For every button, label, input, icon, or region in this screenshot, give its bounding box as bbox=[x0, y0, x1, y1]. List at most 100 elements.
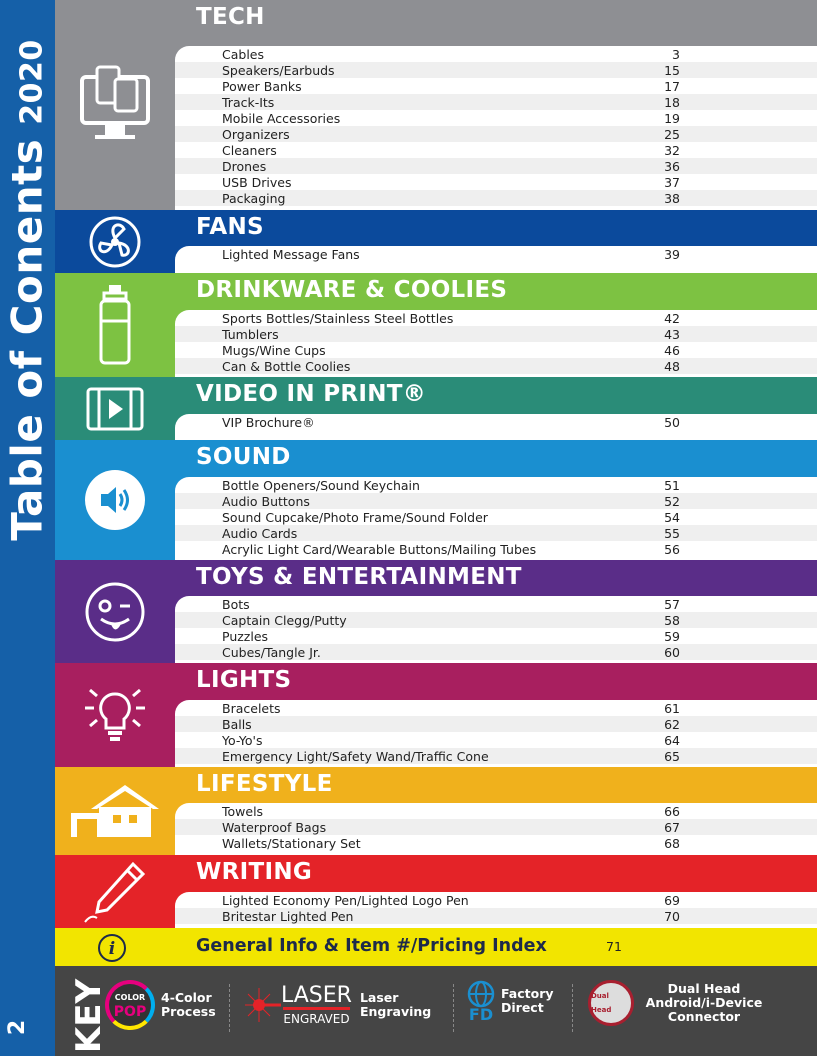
list-item[interactable]: Lighted Message Fans 39 bbox=[175, 246, 817, 262]
page-number: 2 bbox=[5, 1019, 31, 1036]
key-item-laser: LASER ENGRAVED Laser Engraving bbox=[245, 980, 432, 1030]
item-page: 18 bbox=[664, 94, 680, 110]
video-film-icon bbox=[55, 377, 175, 440]
item-page: 60 bbox=[664, 644, 680, 660]
item-label: Power Banks bbox=[222, 78, 302, 94]
dual-head-connector-icon: Dual Head bbox=[588, 980, 634, 1026]
list-item[interactable]: Track-Its 18 bbox=[175, 94, 817, 110]
list-item[interactable]: Balls 62 bbox=[175, 716, 817, 732]
key-item-factory-direct: FD Factory Direct bbox=[467, 980, 561, 1024]
general-info-section[interactable]: i General Info & Item #/Pricing Index 71 bbox=[55, 928, 817, 966]
year: 2020 bbox=[14, 39, 50, 125]
item-label: Tumblers bbox=[222, 326, 279, 342]
list-item[interactable]: Cleaners 32 bbox=[175, 142, 817, 158]
item-page: 42 bbox=[664, 310, 680, 326]
item-page: 3 bbox=[672, 46, 680, 62]
item-page: 56 bbox=[664, 541, 680, 557]
item-page: 15 bbox=[664, 62, 680, 78]
list-item[interactable]: Mugs/Wine Cups 46 bbox=[175, 342, 817, 358]
list-item[interactable]: Towels 66 bbox=[175, 803, 817, 819]
item-page: 48 bbox=[664, 358, 680, 374]
general-info-title: General Info & Item #/Pricing Index bbox=[196, 936, 547, 956]
key-label-text: Dual Head Android/i-Device Connector bbox=[645, 981, 763, 1024]
key-label-text: Laser Engraving bbox=[359, 990, 432, 1019]
logo-text: FD bbox=[468, 1005, 494, 1024]
list-item[interactable]: Captain Clegg/Putty 58 bbox=[175, 612, 817, 628]
fan-icon bbox=[55, 210, 175, 273]
list-item[interactable]: Audio Cards 55 bbox=[175, 525, 817, 541]
light-bulb-icon bbox=[55, 663, 175, 767]
section-list: VIP Brochure® 50 bbox=[175, 414, 817, 440]
item-label: Towels bbox=[222, 803, 264, 819]
key-item-color-pop: COLOR POP 4-Color Process bbox=[105, 980, 221, 1030]
item-label: Cubes/Tangle Jr. bbox=[222, 644, 321, 660]
item-page: 39 bbox=[664, 246, 680, 262]
list-item[interactable]: Speakers/Earbuds 15 bbox=[175, 62, 817, 78]
list-item[interactable]: Lighted Economy Pen/Lighted Logo Pen 69 bbox=[175, 892, 817, 908]
list-item[interactable]: Wallets/Stationary Set 68 bbox=[175, 835, 817, 851]
list-item[interactable]: Packaging 38 bbox=[175, 190, 817, 206]
list-item[interactable]: Bots 57 bbox=[175, 596, 817, 612]
list-item[interactable]: Acrylic Light Card/Wearable Buttons/Mail… bbox=[175, 541, 817, 557]
section-title: TOYS & ENTERTAINMENT bbox=[196, 564, 522, 590]
section-drinkware-coolies: DRINKWARE & COOLIES Sports Bottles/Stain… bbox=[55, 273, 817, 377]
item-page: 32 bbox=[664, 142, 680, 158]
list-item[interactable]: Audio Buttons 52 bbox=[175, 493, 817, 509]
list-item[interactable]: Yo-Yo's 64 bbox=[175, 732, 817, 748]
list-item[interactable]: Mobile Accessories 19 bbox=[175, 110, 817, 126]
list-item[interactable]: Cables 3 bbox=[175, 46, 817, 62]
speaker-icon bbox=[55, 440, 175, 560]
item-page: 57 bbox=[664, 596, 680, 612]
item-page: 25 bbox=[664, 126, 680, 142]
logo-text: COLOR bbox=[114, 993, 146, 1002]
item-label: Sports Bottles/Stainless Steel Bottles bbox=[222, 310, 454, 326]
water-bottle-icon bbox=[55, 273, 175, 377]
list-item[interactable]: Tumblers 43 bbox=[175, 326, 817, 342]
section-list: Bots 57 Captain Clegg/Putty 58 Puzzles 59 Cube… bbox=[175, 596, 817, 663]
divider bbox=[229, 984, 230, 1032]
list-item[interactable]: Sound Cupcake/Photo Frame/Sound Folder 54 bbox=[175, 509, 817, 525]
list-item[interactable]: Organizers 25 bbox=[175, 126, 817, 142]
item-label: Cables bbox=[222, 46, 264, 62]
item-page: 68 bbox=[664, 835, 680, 851]
item-label: Puzzles bbox=[222, 628, 269, 644]
key-label-text: 4-Color Process bbox=[161, 990, 216, 1019]
list-item[interactable]: VIP Brochure® 50 bbox=[175, 414, 817, 430]
item-page: 38 bbox=[664, 190, 680, 206]
list-item[interactable]: Bracelets 61 bbox=[175, 700, 817, 716]
section-title: WRITING bbox=[196, 859, 313, 885]
item-label: Can & Bottle Coolies bbox=[222, 358, 351, 374]
key-label: KEY bbox=[69, 978, 110, 1054]
item-page: 69 bbox=[664, 892, 680, 908]
list-item[interactable]: Sports Bottles/Stainless Steel Bottles 42 bbox=[175, 310, 817, 326]
item-page: 70 bbox=[664, 908, 680, 924]
globe-icon: FD bbox=[467, 980, 495, 1024]
item-label: Bots bbox=[222, 596, 250, 612]
item-label: Organizers bbox=[222, 126, 290, 142]
list-item[interactable]: Britestar Lighted Pen 70 bbox=[175, 908, 817, 924]
item-page: 65 bbox=[664, 748, 680, 764]
list-item[interactable]: Cubes/Tangle Jr. 60 bbox=[175, 644, 817, 660]
key-item-dual-head: Dual Head Dual Head Android/i-Device Con… bbox=[588, 980, 764, 1026]
list-item[interactable]: USB Drives 37 bbox=[175, 174, 817, 190]
list-item[interactable]: Emergency Light/Safety Wand/Traffic Cone… bbox=[175, 748, 817, 764]
item-label: Waterproof Bags bbox=[222, 819, 327, 835]
list-item[interactable]: Can & Bottle Coolies 48 bbox=[175, 358, 817, 374]
list-item[interactable]: Drones 36 bbox=[175, 158, 817, 174]
list-item[interactable]: Power Banks 17 bbox=[175, 78, 817, 94]
item-label: Sound Cupcake/Photo Frame/Sound Folder bbox=[222, 509, 488, 525]
item-page: 50 bbox=[664, 414, 680, 430]
section-list: Lighted Message Fans 39 bbox=[175, 246, 817, 273]
pen-icon bbox=[55, 855, 175, 928]
item-label: Audio Buttons bbox=[222, 493, 310, 509]
house-icon bbox=[55, 767, 175, 855]
item-page: 58 bbox=[664, 612, 680, 628]
item-page: 62 bbox=[664, 716, 680, 732]
list-item[interactable]: Puzzles 59 bbox=[175, 628, 817, 644]
logo-text: ENGRAVED bbox=[283, 1006, 350, 1026]
section-title: SOUND bbox=[196, 444, 291, 470]
list-item[interactable]: Waterproof Bags 67 bbox=[175, 819, 817, 835]
page-title: Table of Conents 2020 bbox=[3, 39, 52, 540]
list-item[interactable]: Bottle Openers/Sound Keychain 51 bbox=[175, 477, 817, 493]
item-label: Speakers/Earbuds bbox=[222, 62, 335, 78]
